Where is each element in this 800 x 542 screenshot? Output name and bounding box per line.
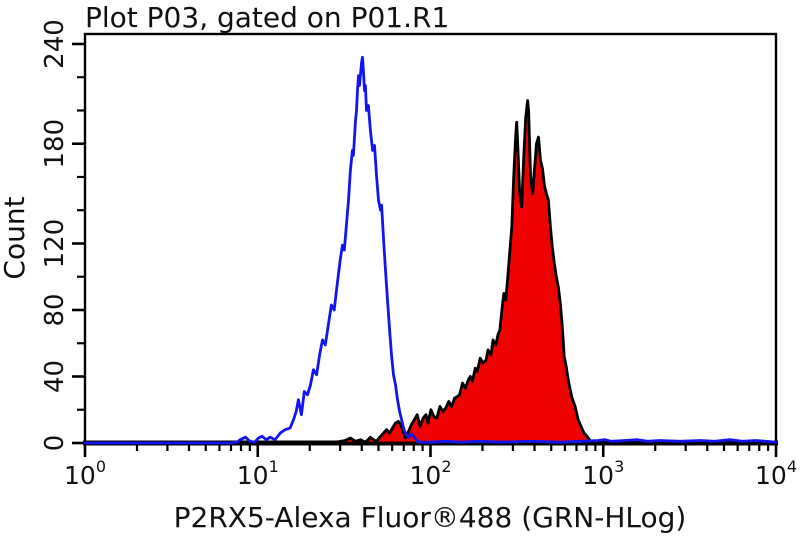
x-tick-label: 102	[410, 457, 452, 490]
y-axis-label: Count	[0, 196, 31, 279]
x-tick-label: 103	[582, 457, 624, 490]
x-tick-label: 101	[237, 457, 279, 490]
plot-title: Plot P03, gated on P01.R1	[85, 1, 449, 34]
y-tick-label: 40	[40, 360, 70, 393]
blue-open-histogram	[83, 55, 778, 445]
y-tick-label: 120	[40, 219, 70, 269]
x-tick-label: 104	[755, 457, 797, 490]
y-tick-label: 80	[40, 293, 70, 326]
x-axis-label: P2RX5-Alexa Fluor®488 (GRN-HLog)	[174, 501, 687, 534]
series-curves	[83, 55, 778, 445]
axes: 0 40 80 120 180 240 100 101 102 103 104	[40, 19, 797, 490]
y-tick-label: 0	[40, 435, 70, 452]
red-filled-histogram	[83, 99, 778, 445]
y-tick-label: 180	[40, 119, 70, 169]
y-tick-label: 240	[40, 19, 70, 69]
plot-frame	[83, 32, 778, 445]
x-tick-label: 100	[64, 457, 106, 490]
